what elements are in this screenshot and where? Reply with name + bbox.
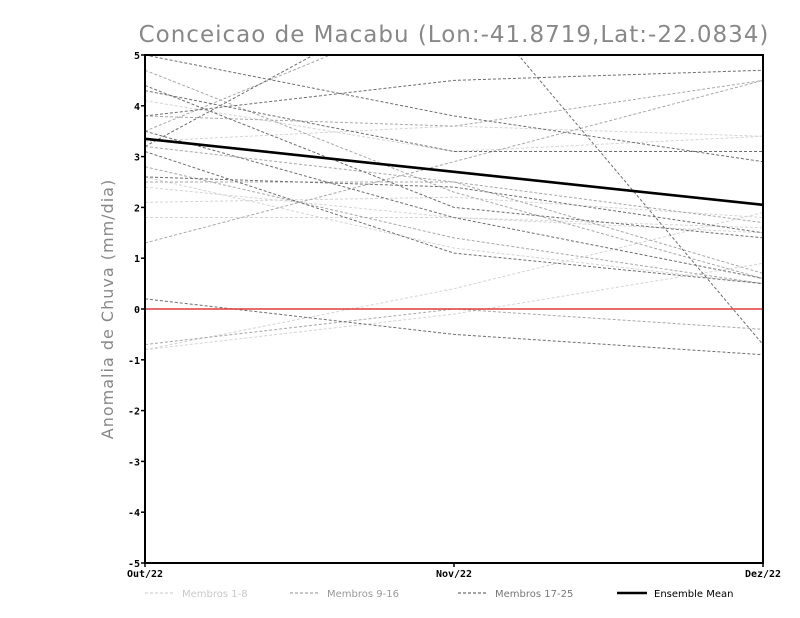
- legend-label: Membros 17-25: [495, 589, 573, 600]
- member-line-m07: [145, 176, 763, 285]
- x-tick-label: Out/22: [127, 569, 163, 580]
- y-tick-label: 3: [134, 153, 140, 164]
- member-line-m11: [145, 166, 763, 285]
- chart-title: Conceicao de Macabu (Lon:-41.8719,Lat:-2…: [139, 22, 770, 48]
- member-line-m14: [145, 55, 332, 132]
- y-tick-label: 4: [134, 102, 140, 113]
- y-tick-label: -5: [128, 559, 140, 570]
- y-tick-label: 5: [134, 51, 140, 62]
- member-line-m24: [145, 176, 763, 234]
- y-tick-label: -1: [128, 356, 140, 367]
- member-line-m18: [145, 90, 763, 153]
- member-line-m21: [145, 85, 763, 239]
- ensemble-mean-line: [145, 137, 763, 207]
- legend-label: Membros 1-8: [182, 589, 248, 600]
- ensemble-mean-layer: [145, 137, 763, 207]
- legend-label: Ensemble Mean: [654, 589, 733, 600]
- x-tick-label: Dez/22: [745, 569, 781, 580]
- member-line-m02: [145, 196, 763, 219]
- y-tick-label: -4: [128, 508, 140, 519]
- plot-frame: [144, 54, 764, 564]
- member-line-m09: [145, 69, 763, 280]
- member-line-m10: [145, 145, 763, 274]
- member-line-m06: [145, 211, 763, 351]
- member-line-m17: [145, 69, 763, 117]
- y-tick-label: 1: [134, 254, 140, 265]
- member-line-m05: [145, 125, 763, 142]
- member-line-m12: [145, 79, 763, 127]
- y-tick-label: -2: [128, 407, 140, 418]
- member-line-m03: [145, 217, 763, 229]
- y-tick-label: -3: [128, 457, 140, 468]
- member-line-m04: [145, 100, 763, 153]
- x-tick-labels: Out/22 Nov/22 Dez/22: [127, 563, 781, 580]
- y-axis-label: Anomalia de Chuva (mm/dia): [98, 179, 117, 439]
- member-line-m08: [145, 262, 763, 351]
- legend-label: Membros 9-16: [327, 589, 399, 600]
- member-line-m23: [145, 130, 763, 280]
- y-tick-labels: 5 4 3 2 1 0 -1 -2 -3 -4 -5: [128, 51, 145, 570]
- member-line-m22: [145, 298, 763, 356]
- member-line-m13: [145, 181, 763, 224]
- member-line-m19: [145, 55, 763, 163]
- member-line-m20: [145, 151, 763, 285]
- member-line-m25: [145, 55, 763, 345]
- y-tick-label: 2: [134, 203, 140, 214]
- series-lines: [145, 55, 763, 356]
- legend: Membros 1-8 Membros 9-16 Membros 17-25 Ense…: [145, 589, 733, 600]
- y-tick-label: 0: [134, 305, 140, 316]
- x-tick-label: Nov/22: [436, 569, 472, 580]
- member-line-m15: [145, 79, 763, 244]
